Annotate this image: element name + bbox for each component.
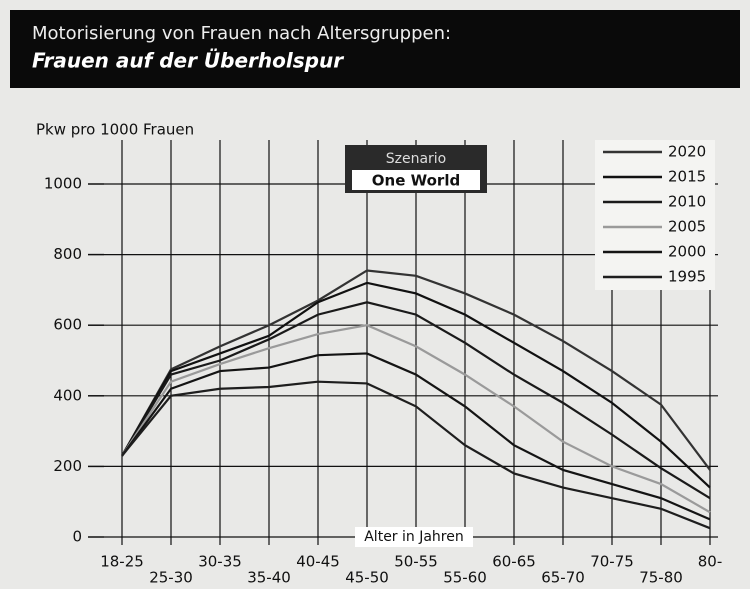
chart-subtitle: Frauen auf der Überholspur xyxy=(32,49,344,73)
x-tick-label: 40-45 xyxy=(296,553,340,571)
series-line xyxy=(121,324,711,514)
series-line xyxy=(121,281,711,489)
y-tick-label: 200 xyxy=(53,457,82,475)
annotation-highlight xyxy=(352,170,480,190)
y-tick-label: 1000 xyxy=(44,175,82,193)
series-line xyxy=(121,380,711,530)
legend-label: 2010 xyxy=(668,193,706,211)
x-tick-label: 45-50 xyxy=(345,569,389,587)
x-tick-label: 50-55 xyxy=(394,553,438,571)
x-tick-label: 70-75 xyxy=(590,553,634,571)
x-tick-label: 25-30 xyxy=(149,569,193,587)
annotation: Szenario xyxy=(386,151,447,167)
annotation: One World xyxy=(372,172,460,190)
y-tick-label: 400 xyxy=(53,386,82,404)
x-tick-label: 35-40 xyxy=(247,569,291,587)
y-tick-label: 0 xyxy=(72,528,82,546)
x-label-box xyxy=(355,527,473,547)
legend-label: 2015 xyxy=(668,168,706,186)
legend-label: 2020 xyxy=(668,143,706,161)
lines xyxy=(121,269,711,530)
legend: 2020 2015 2010 2005 2000 1995 xyxy=(603,143,706,286)
series-line xyxy=(121,269,711,471)
x-tick-label: 18-25 xyxy=(100,553,144,571)
y-tick-label: 800 xyxy=(53,245,82,263)
legend-label: 2005 xyxy=(668,218,706,236)
x-tick-label: 55-60 xyxy=(443,569,487,587)
x-tick-label: 75-80 xyxy=(639,569,683,587)
chart-title: Motorisierung von Frauen nach Altersgrup… xyxy=(32,23,451,44)
x-axis-label: Alter in Jahren xyxy=(364,529,464,545)
y-tick-label: 600 xyxy=(53,316,82,334)
series-line xyxy=(121,352,711,521)
x-tick-label: 80- xyxy=(698,553,723,571)
x-tick-label: 65-70 xyxy=(541,569,585,587)
series-line xyxy=(121,301,711,500)
header xyxy=(10,10,740,88)
legend-label: 1995 xyxy=(668,268,706,286)
x-tick-label: 30-35 xyxy=(198,553,242,571)
y-axis-label: Pkw pro 1000 Frauen xyxy=(36,121,194,139)
legend-box xyxy=(595,140,715,290)
legend-label: 2000 xyxy=(668,243,706,261)
x-tick-label: 60-65 xyxy=(492,553,536,571)
